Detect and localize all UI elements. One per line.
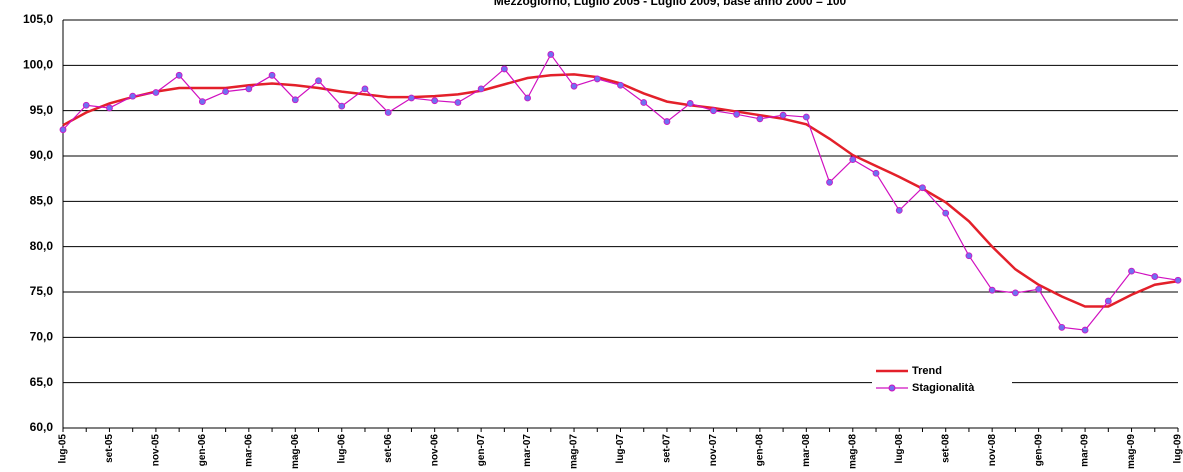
x-tick-label: mar-07 bbox=[522, 434, 533, 467]
x-tick-label: mag-09 bbox=[1126, 434, 1137, 469]
y-tick-label: 105,0 bbox=[23, 12, 53, 26]
point bbox=[408, 94, 415, 102]
x-tick-label: lug-05 bbox=[58, 434, 69, 464]
legend-box bbox=[872, 362, 1012, 396]
x-tick-label: gen-08 bbox=[755, 434, 766, 467]
x-tick-label: gen-07 bbox=[476, 434, 487, 467]
series-line bbox=[62, 53, 1179, 331]
x-tick-label: lug-08 bbox=[894, 434, 905, 464]
point bbox=[454, 99, 462, 106]
point bbox=[431, 97, 439, 105]
point bbox=[593, 75, 601, 83]
point bbox=[872, 169, 880, 177]
point bbox=[129, 92, 137, 100]
y-tick-label: 100,0 bbox=[23, 58, 53, 72]
point bbox=[245, 85, 253, 93]
point bbox=[779, 111, 787, 119]
series-line bbox=[62, 73, 1179, 308]
point bbox=[710, 107, 717, 115]
x-tick-label: lug-09 bbox=[1173, 434, 1183, 464]
x-tick-label: set-05 bbox=[104, 434, 115, 463]
x-tick-label: mag-06 bbox=[290, 434, 301, 469]
point bbox=[524, 94, 531, 102]
legend-label: Stagionalità bbox=[912, 382, 975, 394]
point bbox=[1174, 276, 1182, 284]
point bbox=[500, 65, 508, 73]
x-tick-label: nov-08 bbox=[987, 434, 998, 467]
point bbox=[106, 104, 113, 112]
chart-title: Mezzogiorno, Luglio 2005 - Luglio 2009, … bbox=[494, 0, 847, 8]
x-tick-label: set-07 bbox=[662, 434, 673, 463]
point bbox=[59, 126, 67, 134]
point bbox=[640, 99, 648, 106]
y-tick-label: 70,0 bbox=[30, 330, 54, 344]
x-tick-label: nov-06 bbox=[429, 434, 440, 467]
point bbox=[315, 77, 322, 85]
point bbox=[82, 101, 90, 109]
x-tick-label: mar-06 bbox=[243, 434, 254, 467]
point bbox=[1104, 297, 1112, 305]
point bbox=[826, 178, 833, 186]
legend-marker bbox=[888, 384, 896, 392]
y-tick-label: 80,0 bbox=[30, 239, 54, 253]
x-tick-label: lug-07 bbox=[615, 434, 626, 464]
point bbox=[384, 109, 392, 116]
y-tick-label: 95,0 bbox=[30, 103, 54, 117]
point bbox=[547, 51, 555, 58]
point bbox=[1058, 323, 1066, 331]
point bbox=[895, 206, 903, 214]
point bbox=[988, 286, 996, 294]
point bbox=[919, 184, 926, 192]
x-tick-label: gen-09 bbox=[1033, 434, 1044, 467]
point bbox=[1151, 273, 1159, 280]
y-tick-label: 85,0 bbox=[30, 194, 54, 208]
x-tick-label: mag-08 bbox=[847, 434, 858, 469]
y-tick-label: 90,0 bbox=[30, 148, 54, 162]
x-tick-label: lug-06 bbox=[336, 434, 347, 464]
x-tick-label: gen-06 bbox=[197, 434, 208, 467]
point bbox=[802, 113, 810, 121]
legend-label: Trend bbox=[912, 365, 942, 377]
point bbox=[268, 71, 276, 79]
point bbox=[361, 85, 369, 93]
point bbox=[222, 88, 230, 96]
point bbox=[733, 110, 741, 118]
x-tick-label: set-06 bbox=[383, 434, 394, 463]
point bbox=[942, 209, 950, 217]
point bbox=[175, 71, 183, 79]
x-tick-label: set-08 bbox=[940, 434, 951, 463]
point bbox=[663, 118, 671, 125]
point bbox=[1081, 326, 1089, 334]
point bbox=[1011, 289, 1019, 297]
point bbox=[1035, 285, 1043, 293]
x-tick-label: nov-05 bbox=[151, 434, 162, 467]
y-tick-label: 65,0 bbox=[30, 375, 54, 389]
x-tick-label: mar-08 bbox=[801, 434, 812, 467]
point bbox=[849, 156, 857, 164]
point bbox=[756, 115, 764, 123]
y-tick-label: 75,0 bbox=[30, 284, 54, 298]
x-tick-label: mag-07 bbox=[569, 434, 580, 469]
point bbox=[198, 98, 206, 105]
point bbox=[338, 102, 346, 110]
point bbox=[617, 81, 624, 89]
point bbox=[1128, 267, 1135, 275]
x-tick-label: nov-07 bbox=[708, 434, 719, 467]
x-tick-label: mar-09 bbox=[1080, 434, 1091, 467]
point bbox=[570, 82, 578, 90]
point bbox=[291, 96, 299, 104]
point bbox=[152, 89, 160, 96]
point bbox=[477, 85, 485, 93]
point bbox=[686, 100, 694, 107]
y-tick-label: 60,0 bbox=[30, 420, 54, 434]
point bbox=[965, 252, 973, 260]
